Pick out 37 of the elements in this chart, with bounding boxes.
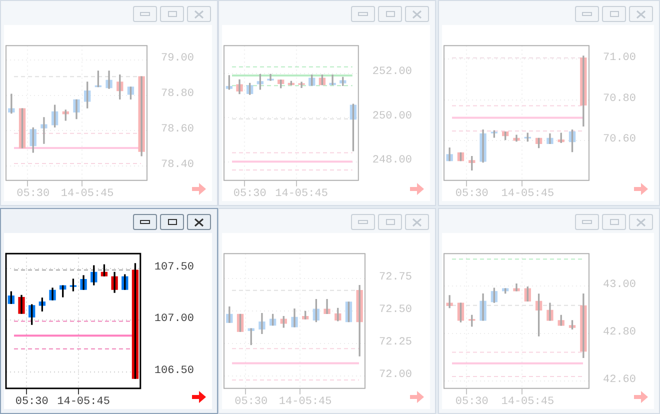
- x-tick-label: 05:30: [16, 188, 50, 200]
- y-tick-label: 42.60: [602, 374, 636, 386]
- y-tick-label: 70.60: [602, 134, 636, 146]
- y-tick-label: 106.50: [154, 364, 194, 377]
- x-tick-label: 14-05:45: [57, 396, 110, 408]
- y-tick-label: 72.50: [378, 304, 412, 316]
- x-tick-label: 05:30: [455, 396, 488, 408]
- y-tick-label: 72.75: [378, 271, 412, 284]
- y-tick-label: 72.25: [378, 336, 412, 348]
- y-tick-label: 43.00: [602, 278, 636, 291]
- y-tick-label: 42.80: [602, 326, 636, 338]
- y-tick-label: 72.00: [378, 369, 412, 382]
- y-tick-label: 78.60: [160, 124, 194, 136]
- x-tick-label: 05:30: [234, 396, 268, 408]
- candlestick: [18, 108, 26, 148]
- y-tick-label: 79.00: [160, 52, 194, 65]
- y-tick-label: 71.00: [602, 52, 636, 64]
- x-tick-label: 14-05:45: [278, 396, 332, 408]
- x-tick-label: 05:30: [233, 188, 266, 200]
- x-tick-label: 05:30: [15, 396, 48, 408]
- x-tick-label: 14-05:45: [60, 188, 114, 200]
- y-tick-label: 252.00: [372, 66, 412, 78]
- x-tick-label: 14-05:45: [501, 188, 554, 200]
- y-tick-label: 250.00: [372, 110, 412, 122]
- y-tick-label: 107.50: [154, 261, 194, 274]
- x-tick-label: 14-05:45: [275, 188, 328, 200]
- candlestick: [236, 314, 244, 332]
- candlestick: [70, 278, 77, 292]
- x-tick-label: 05:30: [455, 188, 488, 200]
- candlestick: [298, 82, 305, 88]
- y-tick-label: 248.00: [372, 154, 412, 167]
- candlestick: [345, 302, 352, 322]
- y-tick-label: 107.00: [154, 313, 194, 326]
- y-tick-label: 78.40: [160, 159, 194, 172]
- y-tick-label: 70.80: [602, 92, 636, 105]
- x-tick-label: 14-05:45: [501, 396, 554, 408]
- y-tick-label: 78.80: [160, 88, 194, 100]
